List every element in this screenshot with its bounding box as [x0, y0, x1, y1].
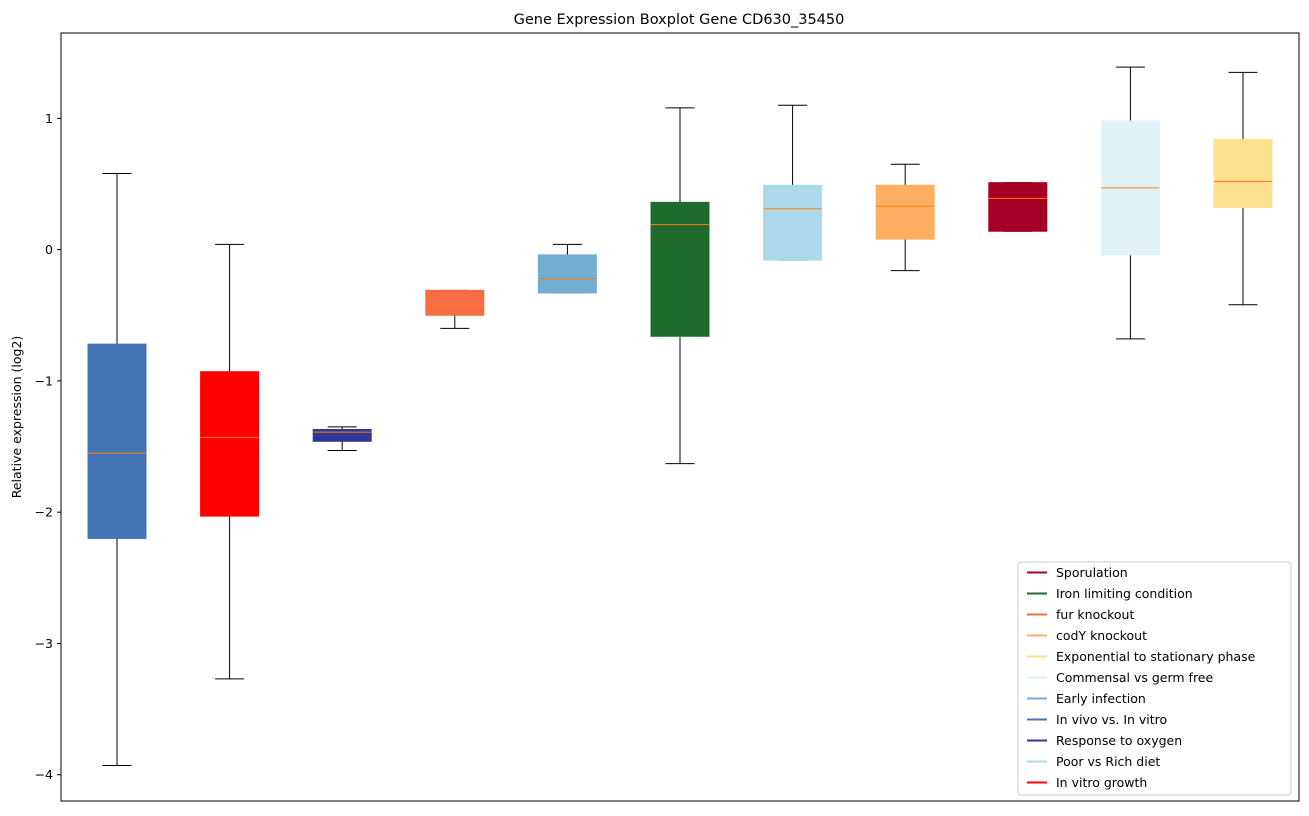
legend-label: In vitro growth	[1056, 775, 1147, 790]
legend: Sporulation Iron limiting condition fur kn…	[1017, 561, 1292, 796]
box-2	[200, 243, 260, 680]
axes-frame	[60, 32, 1300, 802]
legend-item: Early infection	[1027, 691, 1146, 706]
box-3	[312, 426, 372, 451]
legend-label: Response to oxygen	[1056, 733, 1182, 748]
legend-frame	[1017, 561, 1292, 796]
legend-label: In vivo vs. In vitro	[1056, 712, 1167, 727]
box-body	[763, 184, 823, 261]
box-1	[87, 172, 147, 767]
y-tick-label: −3	[35, 636, 53, 651]
legend-item: Commensal vs germ free	[1027, 670, 1213, 685]
legend-label: codY knockout	[1056, 628, 1147, 643]
legend-item: Exponential to stationary phase	[1027, 649, 1256, 664]
box-8	[875, 163, 935, 272]
legend-label: Early infection	[1056, 691, 1146, 706]
box-7	[763, 104, 823, 261]
y-tick-label: −2	[35, 505, 53, 520]
legend-label: fur knockout	[1056, 607, 1134, 622]
legend-label: Poor vs Rich diet	[1056, 754, 1160, 769]
y-tick-label: −4	[35, 767, 53, 782]
legend-item: In vitro growth	[1027, 775, 1147, 790]
legend-label: Sporulation	[1056, 565, 1128, 580]
box-11	[1213, 71, 1273, 306]
box-body	[200, 371, 260, 517]
box-body	[87, 343, 147, 539]
box-10	[1100, 66, 1160, 340]
y-axis-label: Relative expression (log2)	[9, 336, 24, 499]
y-tick-label: −1	[35, 373, 53, 388]
legend-item: Response to oxygen	[1027, 733, 1182, 748]
legend-label: Exponential to stationary phase	[1056, 649, 1256, 664]
box-body	[425, 289, 485, 316]
plot-area: −4 −3 −2 −1 0 1	[35, 32, 1300, 802]
box-body	[875, 184, 935, 240]
legend-label: Iron limiting condition	[1056, 586, 1193, 601]
legend-item: Sporulation	[1027, 565, 1128, 580]
chart-title: Gene Expression Boxplot Gene CD630_35450	[514, 12, 845, 28]
box-5	[537, 243, 597, 294]
legend-item: Iron limiting condition	[1027, 586, 1193, 601]
legend-item: In vivo vs. In vitro	[1027, 712, 1167, 727]
box-body	[537, 254, 597, 294]
box-body	[650, 201, 710, 337]
box-6	[650, 107, 710, 465]
box-4	[425, 289, 485, 329]
box-body	[1213, 138, 1273, 209]
box-body	[312, 428, 372, 442]
box-body	[988, 182, 1048, 232]
legend-item: Poor vs Rich diet	[1027, 754, 1160, 769]
legend-item: codY knockout	[1027, 628, 1147, 643]
legend-label: Commensal vs germ free	[1056, 670, 1213, 685]
y-tick-label: 1	[45, 111, 53, 126]
legend-item: fur knockout	[1027, 607, 1134, 622]
y-tick-label: 0	[45, 242, 53, 257]
box-9	[988, 182, 1048, 232]
